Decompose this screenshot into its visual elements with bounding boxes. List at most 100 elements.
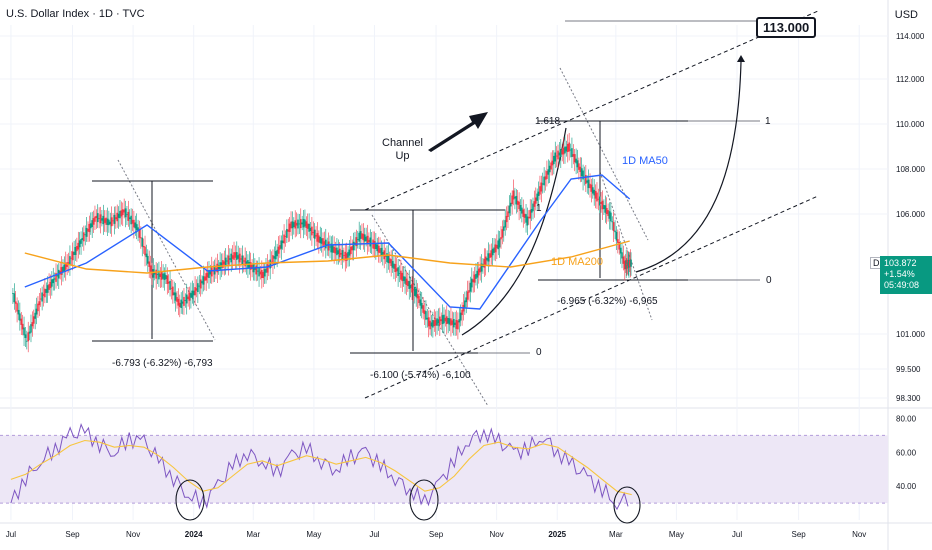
ma50-label[interactable]: 1D MA50 — [622, 155, 668, 167]
candle-body — [119, 210, 121, 219]
candle-body — [430, 322, 433, 327]
candle-body — [487, 253, 490, 262]
candle-body — [555, 155, 558, 157]
candle-body — [178, 302, 181, 308]
candle-body — [351, 246, 354, 251]
candle-body — [192, 290, 195, 296]
candle-body — [553, 155, 555, 165]
time-tick-label: May — [306, 530, 321, 539]
candle-body — [391, 261, 394, 268]
candle-body — [336, 247, 338, 256]
candle-body — [312, 232, 315, 234]
fib-0-label[interactable]: 0 — [766, 275, 772, 286]
candle-body — [355, 237, 358, 247]
candle-body — [597, 198, 600, 200]
ma200-label[interactable]: 1D MA200 — [551, 256, 603, 268]
candle-body — [466, 291, 469, 300]
price-axis: 114.000 112.000 110.000 108.000 106.000 101.0… — [896, 32, 925, 491]
candle-body — [51, 279, 53, 287]
channel-up-label[interactable]: Channel Up — [382, 137, 423, 162]
candle-body — [610, 212, 612, 222]
time-tick-label: 2024 — [185, 530, 203, 539]
candle-body — [358, 232, 360, 242]
rsi-ma-line — [10, 439, 632, 496]
candle-body — [19, 313, 21, 321]
candle-body — [521, 207, 523, 214]
candle-body — [159, 273, 162, 277]
candle-body — [96, 213, 99, 223]
candle-body — [298, 223, 301, 225]
candle-body — [265, 268, 267, 273]
candle-body — [594, 190, 597, 199]
chart-title[interactable]: U.S. Dollar Index · 1D · TVC — [6, 8, 145, 20]
candle-body — [124, 208, 127, 218]
candle-body — [181, 301, 184, 304]
candle-body — [147, 255, 149, 264]
candle-body — [37, 303, 39, 312]
candle-body — [45, 289, 48, 293]
candle-body — [233, 252, 235, 260]
candle-body — [210, 267, 213, 277]
candle-body — [525, 214, 527, 223]
candle-body — [308, 223, 310, 232]
candle-body — [158, 270, 160, 280]
candle-body — [174, 292, 177, 301]
fib-1-left-label[interactable]: 1 — [536, 203, 542, 214]
candle-body — [31, 322, 34, 327]
time-tick-label: Jul — [369, 530, 379, 539]
candle-body — [411, 283, 413, 293]
candle-body — [274, 251, 277, 260]
candle-body — [596, 192, 598, 202]
fib-1618-label[interactable]: 1.618 — [535, 116, 561, 127]
candle-body — [269, 259, 271, 269]
candle-body — [343, 255, 345, 256]
price-tick-label: 112.000 — [896, 75, 925, 84]
time-axis: Jul Sep Nov 2024 Mar May Jul Sep Nov 2025 Mar May Ju… — [6, 530, 867, 539]
candle-body — [384, 255, 387, 257]
fib-0-left-label[interactable]: 0 — [536, 347, 542, 358]
candle-body — [600, 202, 602, 204]
target-label[interactable]: 113.000 — [756, 17, 817, 38]
candle-body — [350, 246, 352, 255]
rsi-pane — [0, 422, 888, 524]
time-tick-label: May — [669, 530, 684, 539]
candle-body — [108, 219, 110, 226]
candle-body — [341, 250, 344, 260]
candle-body — [348, 249, 351, 256]
price-badge: 103.872 +1.54% 05:49:08 — [880, 256, 932, 294]
fib-1-label[interactable]: 1 — [765, 116, 771, 127]
candle-body — [578, 163, 580, 170]
candle-body — [493, 247, 495, 253]
candle-body — [84, 234, 87, 236]
drop-1-label[interactable]: -6.793 (-6.32%) -6,793 — [112, 358, 213, 369]
candle-body — [352, 241, 355, 251]
candle-body — [320, 238, 323, 244]
candle-body — [512, 190, 515, 200]
candle-body — [56, 275, 59, 277]
candle-body — [426, 317, 429, 320]
drop-3-label[interactable]: -6.965 (-6.32%) -6,965 — [557, 296, 658, 307]
candle-body — [405, 278, 408, 286]
candle-body — [126, 214, 128, 216]
candle-body — [287, 229, 290, 232]
candle-body — [483, 258, 486, 268]
candle-body — [38, 301, 41, 306]
candle-body — [418, 295, 420, 304]
candle-body — [394, 264, 397, 272]
currency-label[interactable]: USD — [894, 9, 918, 21]
candle-body — [630, 259, 632, 267]
candle-body — [20, 318, 23, 325]
candle-body — [457, 320, 459, 330]
candle-body — [170, 287, 173, 289]
candle-body — [163, 273, 166, 280]
time-tick-label: Sep — [791, 530, 806, 539]
candle-body — [80, 238, 82, 244]
candle-body — [313, 229, 316, 239]
drop-2-label[interactable]: -6.100 (-5.74%) -6,100 — [370, 370, 471, 381]
candle-body — [534, 197, 537, 204]
candle-body — [60, 267, 63, 275]
candle-body — [315, 235, 317, 237]
candle-body — [338, 248, 341, 258]
candle-body — [356, 239, 359, 241]
